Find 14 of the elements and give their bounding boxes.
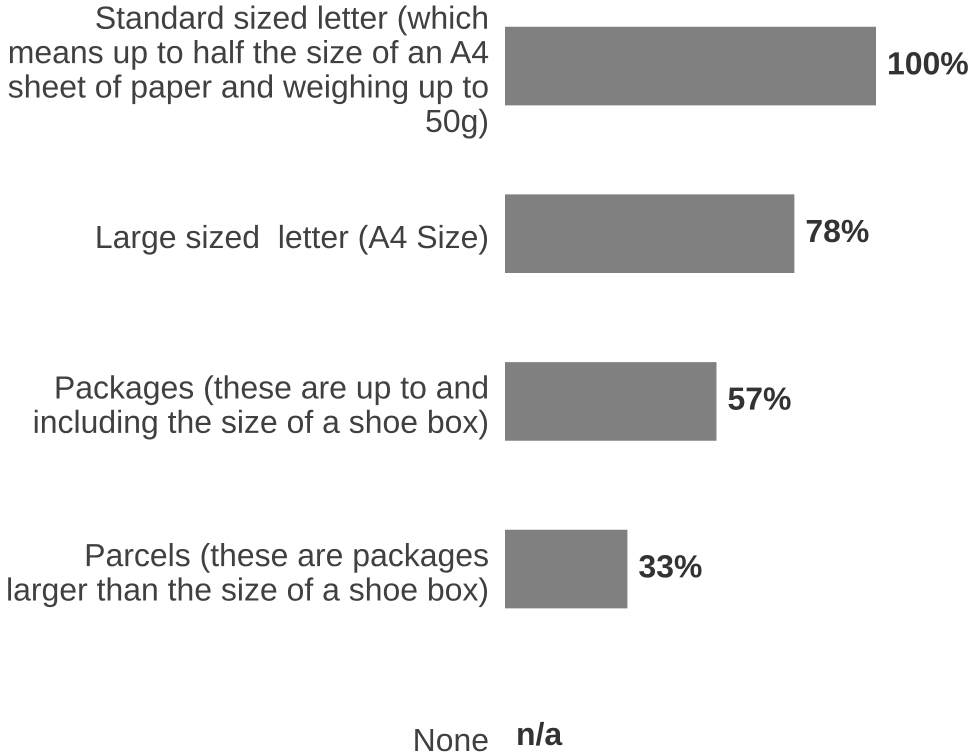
y-tick-label: Parcels (these are packages larger than the size of a shoe box) [8, 542, 488, 608]
y-tick-label: Packages (these are up to and including the size of a shoe box) [34, 375, 488, 440]
bar [505, 530, 628, 608]
data-label: 100% [889, 52, 968, 75]
bar [505, 194, 794, 274]
y-tick-label: Large sized letter (A4 Size) [97, 224, 488, 255]
y-tick-label: Standard sized letter (which means up to half the size of an A4 sheet of paper and weighing up to 50g) [8, 6, 488, 139]
text: n/a [518, 722, 562, 746]
data-label: 78% [806, 220, 868, 242]
data-label: 33% [639, 555, 702, 578]
bar [505, 26, 876, 106]
bar [505, 362, 716, 441]
y-tick-label: None [415, 729, 488, 752]
data-label: 57% [728, 387, 791, 410]
